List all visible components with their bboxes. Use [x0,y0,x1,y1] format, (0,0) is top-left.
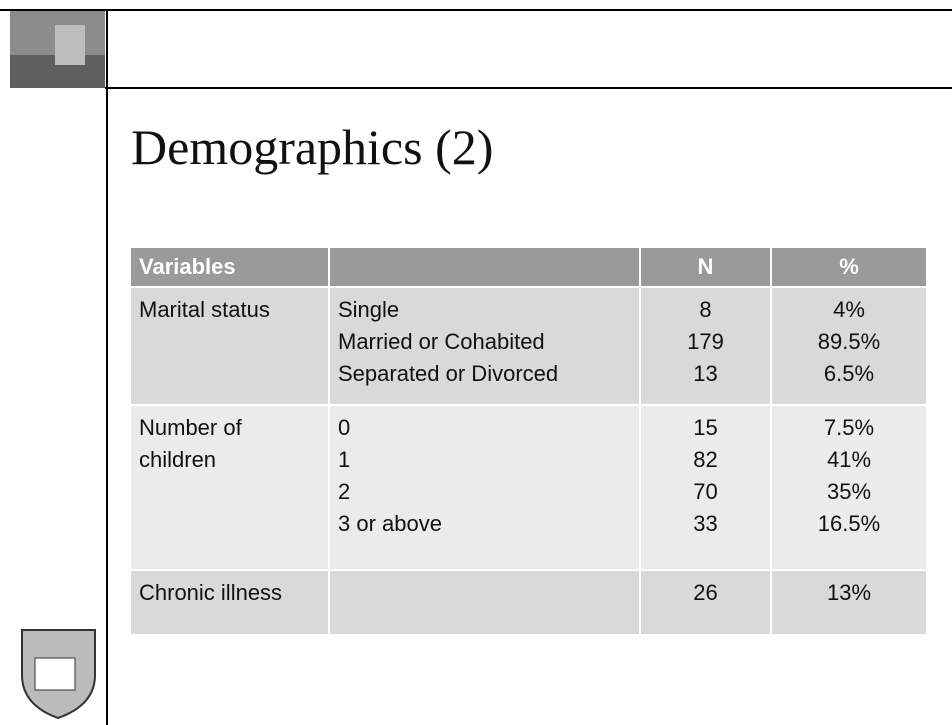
table-cell: Chronic illness [131,571,330,634]
n-value: 82 [649,444,762,476]
table-cell: 4%89.5%6.5% [772,288,926,404]
n-value: 26 [649,577,762,609]
item-line: 3 or above [338,508,631,540]
crest-book [35,658,75,690]
item-line: Single [338,294,631,326]
n-value: 33 [649,508,762,540]
header-row: Variables N% [131,248,926,286]
table-cell: 7.5%41%35%16.5% [772,406,926,569]
photo-building [55,25,85,65]
item-line: Married or Cohabited [338,326,631,358]
n-value: 15 [649,412,762,444]
percent-value: 35% [780,476,918,508]
percent-value: 7.5% [780,412,918,444]
n-value: 8 [649,294,762,326]
table-cell: Marital status [131,288,330,404]
variable-line: Marital status [139,294,320,326]
table-cell: 26 [641,571,772,634]
table-cell: 13% [772,571,926,634]
slide-title: Demographics (2) [131,118,493,176]
item-line: Separated or Divorced [338,358,631,390]
variable-line: Chronic illness [139,577,320,609]
item-line: 1 [338,444,631,476]
header-cell [330,248,641,286]
n-value: 13 [649,358,762,390]
header-cell: % [772,248,926,286]
header-cell: Variables [131,248,330,286]
table-row: Chronic illness 26 13% [131,569,926,634]
header-cell: N [641,248,772,286]
slide: Demographics (2) VariablesN%Marital stat… [0,0,952,725]
item-line: 0 [338,412,631,444]
percent-value: 16.5% [780,508,918,540]
variable-line: children [139,444,320,476]
item-line: 2 [338,476,631,508]
n-value: 179 [649,326,762,358]
percent-value: 6.5% [780,358,918,390]
percent-value: 4% [780,294,918,326]
n-value: 70 [649,476,762,508]
table-cell [330,571,641,634]
variable-line: Number of [139,412,320,444]
percent-value: 89.5% [780,326,918,358]
percent-value: 13% [780,577,918,609]
percent-value: 41% [780,444,918,476]
